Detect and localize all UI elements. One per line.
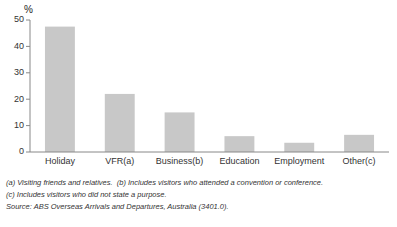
chart: 0 10 20 30 40 50% Holiday VFR(a) Business(b) Educ… bbox=[0, 0, 397, 227]
bar bbox=[45, 27, 75, 152]
x-tick-label: Holiday bbox=[45, 156, 76, 166]
footnote: Source: ABS Overseas Arrivals and Depart… bbox=[6, 202, 229, 211]
x-axis-line bbox=[30, 152, 389, 153]
y-tick bbox=[26, 46, 30, 47]
bar bbox=[105, 94, 135, 152]
y-tick-label: 0 bbox=[19, 146, 24, 156]
bar bbox=[344, 135, 374, 152]
y-tick-label: 10 bbox=[14, 120, 24, 130]
y-axis: 0 10 20 30 40 50 bbox=[14, 14, 30, 156]
bar bbox=[224, 136, 254, 152]
footnotes: (a) Visiting friends and relatives. (b) … bbox=[6, 178, 323, 211]
y-axis-line bbox=[30, 20, 31, 152]
x-tick-label: Other(c) bbox=[343, 156, 376, 166]
x-tick-label: VFR(a) bbox=[105, 156, 134, 166]
footnote: (c) Includes visitors who did not state … bbox=[6, 190, 167, 199]
y-tick bbox=[26, 152, 30, 153]
bar bbox=[284, 143, 314, 152]
x-tick-label: Employment bbox=[274, 156, 325, 166]
x-tick-label: Education bbox=[219, 156, 259, 166]
footnote: (a) Visiting friends and relatives. (b) … bbox=[6, 178, 323, 187]
y-tick-label: 40 bbox=[14, 41, 24, 51]
bars bbox=[45, 27, 374, 152]
y-tick-label: 50 bbox=[14, 14, 24, 24]
y-tick bbox=[26, 99, 30, 100]
bar bbox=[165, 112, 195, 152]
y-tick bbox=[26, 125, 30, 126]
y-tick-label: 30 bbox=[14, 67, 24, 77]
y-tick bbox=[26, 20, 30, 21]
y-tick-label: 20 bbox=[14, 94, 24, 104]
y-tick bbox=[26, 72, 30, 73]
page: {"chart_data": {"type": "bar", "categori… bbox=[0, 0, 397, 227]
x-tick-label: Business(b) bbox=[156, 156, 204, 166]
y-axis-label: % bbox=[24, 4, 33, 15]
x-axis: Holiday VFR(a) Business(b) Education Employm… bbox=[30, 152, 389, 166]
